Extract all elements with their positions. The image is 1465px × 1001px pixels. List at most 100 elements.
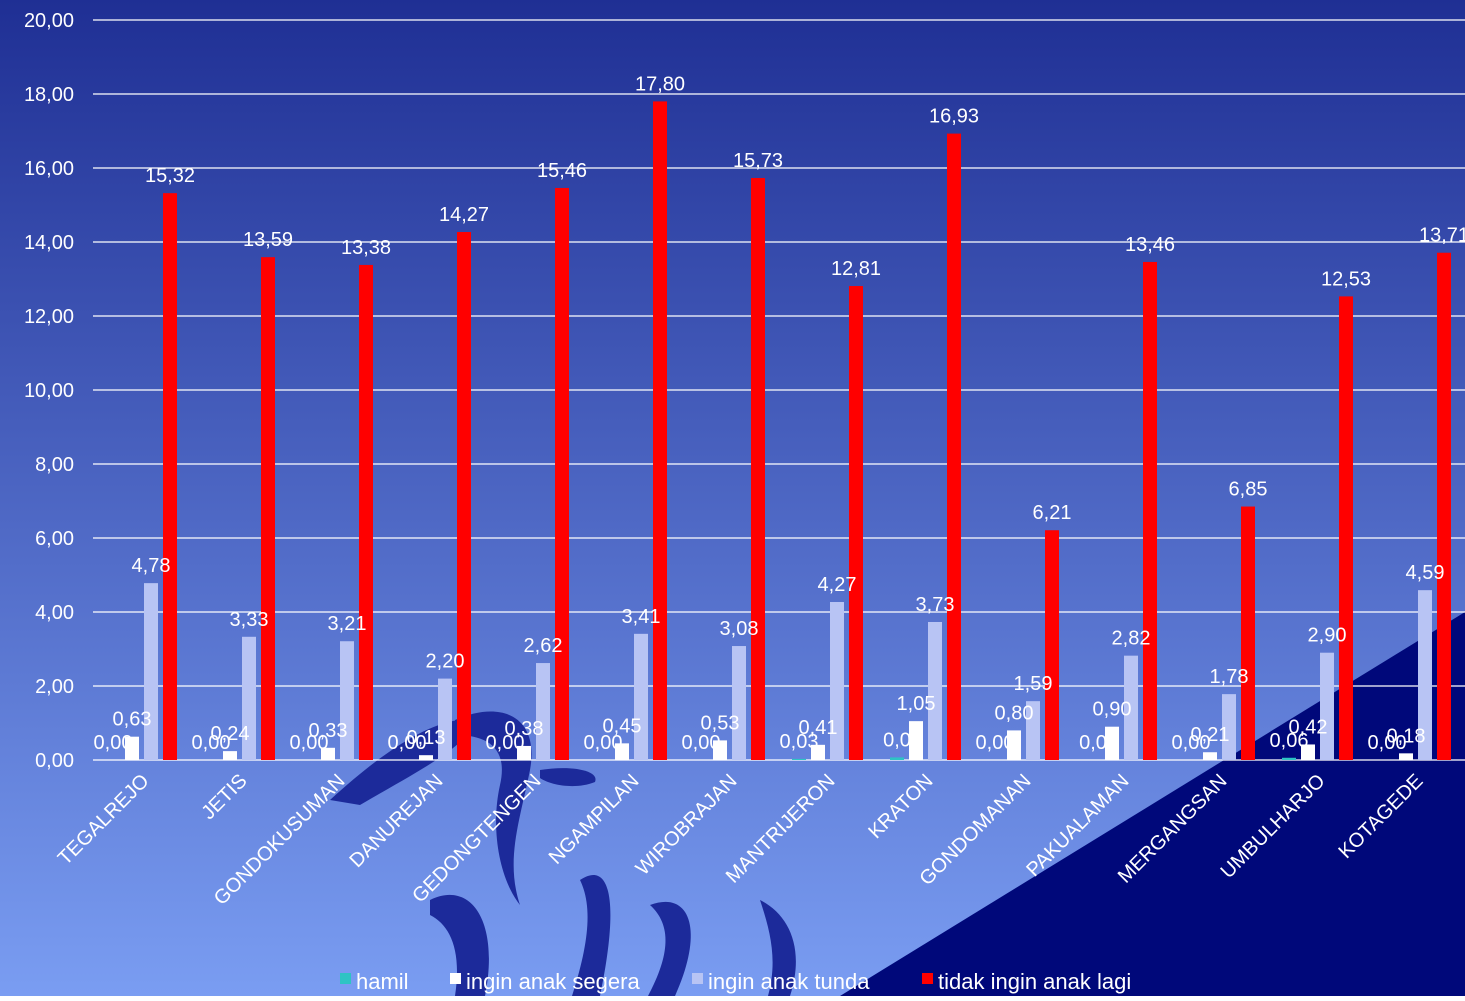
data-label: 3,33 (230, 609, 269, 631)
data-label: 0,63 (113, 709, 152, 731)
bar-tidak-ingin-anak-lagi (1241, 506, 1255, 760)
data-label: 0,13 (407, 727, 446, 749)
data-label: 0,00 (192, 732, 231, 754)
legend-label: ingin anak tunda (708, 969, 870, 994)
bar-ingin-anak-tunda (830, 602, 844, 760)
legend-swatch (450, 973, 461, 984)
data-label: 14,27 (439, 204, 489, 226)
data-label: 0,24 (211, 723, 250, 745)
bar-ingin-anak-segera (1007, 730, 1021, 760)
bar-hamil (1282, 757, 1296, 760)
data-label: 2,20 (426, 651, 465, 673)
data-label: 2,90 (1308, 625, 1347, 647)
data-label: 2,62 (524, 635, 563, 657)
data-label: 0,06 (1270, 730, 1309, 752)
y-tick-label: 8,00 (35, 454, 74, 476)
data-label: 15,46 (537, 160, 587, 182)
bar-tidak-ingin-anak-lagi (1045, 530, 1059, 760)
bar-ingin-anak-segera (909, 721, 923, 760)
data-label: 0,00 (682, 732, 721, 754)
data-label: 0,00 (486, 732, 525, 754)
bar-tidak-ingin-anak-lagi (555, 187, 569, 761)
data-label: 4,27 (818, 574, 857, 596)
y-tick-label: 16,00 (24, 158, 74, 180)
bar-ingin-anak-segera (1301, 744, 1315, 760)
data-label: 0,0 (1079, 732, 1107, 754)
bar-ingin-anak-tunda (536, 663, 550, 760)
data-label: 0,00 (290, 732, 329, 754)
data-label: 0,21 (1191, 724, 1230, 746)
data-label: 13,46 (1125, 234, 1175, 256)
legend-swatch (340, 973, 351, 984)
bar-ingin-anak-tunda (242, 636, 256, 760)
bar-ingin-anak-segera (615, 743, 629, 760)
data-label: 4,78 (132, 555, 171, 577)
bar-ingin-anak-segera (713, 740, 727, 760)
bar-tidak-ingin-anak-lagi (849, 286, 863, 760)
bar-hamil (792, 758, 806, 760)
data-label: 17,80 (635, 73, 685, 95)
bar-tidak-ingin-anak-lagi (947, 133, 961, 761)
data-label: 12,53 (1321, 268, 1371, 290)
bar-tidak-ingin-anak-lagi (261, 257, 275, 760)
data-label: 0,00 (94, 732, 133, 754)
bar-ingin-anak-tunda (634, 633, 648, 760)
bar-ingin-anak-tunda (438, 678, 452, 760)
data-label: 0,00 (976, 732, 1015, 754)
data-label: 16,93 (929, 106, 979, 128)
bar-ingin-anak-segera (223, 751, 237, 760)
y-tick-label: 20,00 (24, 10, 74, 32)
bar-ingin-anak-tunda (1026, 701, 1040, 760)
y-tick-label: 14,00 (24, 232, 74, 254)
legend-label: hamil (356, 969, 409, 994)
bar-ingin-anak-tunda (1320, 652, 1334, 760)
bar-ingin-anak-segera (321, 747, 335, 760)
bar-ingin-anak-segera (1203, 752, 1217, 760)
data-label: 0,80 (995, 702, 1034, 724)
y-tick-label: 0,00 (35, 750, 74, 772)
corner-triangle-decoration (840, 612, 1465, 996)
data-label: 1,59 (1014, 673, 1053, 695)
bar-ingin-anak-tunda (1124, 655, 1138, 760)
data-label: 0,0 (883, 729, 911, 751)
data-label: 2,82 (1112, 628, 1151, 650)
data-label: 0,90 (1093, 699, 1132, 721)
data-label: 0,38 (505, 718, 544, 740)
data-label: 0,42 (1289, 716, 1328, 738)
bar-ingin-anak-tunda (1418, 590, 1432, 760)
data-label: 13,59 (243, 229, 293, 251)
bar-ingin-anak-segera (125, 736, 139, 760)
bar-tidak-ingin-anak-lagi (1143, 261, 1157, 760)
bar-ingin-anak-segera (1105, 726, 1119, 760)
bar-tidak-ingin-anak-lagi (457, 232, 471, 760)
data-label: 3,08 (720, 618, 759, 640)
bar-hamil (890, 757, 904, 760)
legend-label: ingin anak segera (466, 969, 640, 994)
data-label: 15,32 (145, 165, 195, 187)
bar-ingin-anak-segera (1399, 753, 1413, 760)
legend-label: tidak ingin anak lagi (938, 969, 1131, 994)
data-label: 4,59 (1406, 562, 1445, 584)
bar-ingin-anak-tunda (144, 583, 158, 760)
data-label: 6,85 (1229, 479, 1268, 501)
bar-tidak-ingin-anak-lagi (751, 177, 765, 761)
y-tick-label: 10,00 (24, 380, 74, 402)
data-label: 1,78 (1210, 666, 1249, 688)
bar-ingin-anak-tunda (1222, 694, 1236, 760)
bar-ingin-anak-tunda (928, 621, 942, 760)
data-label: 0,00 (1172, 732, 1211, 754)
data-label: 0,00 (584, 732, 623, 754)
data-label: 3,21 (328, 613, 367, 635)
data-label: 0,33 (309, 720, 348, 742)
bar-tidak-ingin-anak-lagi (653, 101, 667, 760)
data-label: 6,21 (1033, 502, 1072, 524)
y-tick-label: 2,00 (35, 676, 74, 698)
bar-ingin-anak-segera (811, 744, 825, 760)
data-label: 1,05 (897, 693, 936, 715)
bar-tidak-ingin-anak-lagi (1437, 252, 1451, 761)
data-label: 0,41 (799, 717, 838, 739)
data-label: 3,73 (916, 594, 955, 616)
data-label: 13,38 (341, 237, 391, 259)
